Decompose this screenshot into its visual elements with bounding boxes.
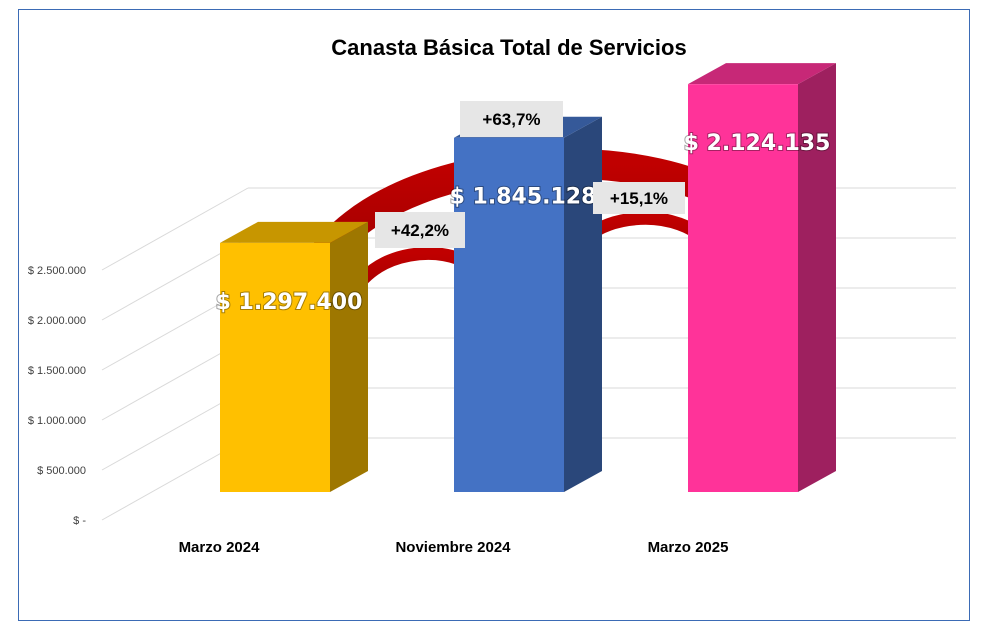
percent-box	[593, 182, 685, 214]
bar-value-label: $ 2.124.135	[684, 131, 831, 156]
bar-front	[220, 242, 330, 492]
percent-annotation: +63,7%	[460, 101, 563, 137]
bar-top	[220, 221, 368, 243]
percent-label: +63,7%	[482, 110, 540, 129]
x-tick-label: Marzo 2025	[648, 539, 729, 556]
bar-2: $ 1.845.128	[449, 116, 602, 493]
bar-1: $ 1.297.400	[215, 221, 368, 492]
percent-label: +15,1%	[610, 189, 668, 208]
percent-annotation: +42,2%	[375, 212, 465, 248]
chart-title: Canasta Básica Total de Servicios	[331, 35, 686, 60]
bar-side	[564, 116, 602, 493]
bar-value-label: $ 1.297.400	[216, 290, 363, 315]
y-tick-label: $ -	[73, 515, 86, 527]
percent-label: +42,2%	[391, 221, 449, 240]
percent-box	[375, 212, 465, 248]
y-tick-label: $ 2.000.000	[28, 315, 86, 327]
gridline-diagonal	[101, 187, 249, 271]
percent-annotation: +15,1%	[593, 182, 685, 214]
bar-side	[798, 63, 836, 493]
percent-box	[460, 101, 563, 137]
percent-annotations: +42,2% +15,1% +63,7%	[375, 101, 685, 248]
y-axis: $ - $ 500.000 $ 1.000.000 $ 1.500.000 $ 2.00…	[28, 265, 86, 527]
bar-front	[454, 137, 564, 493]
y-tick-label: $ 2.500.000	[28, 265, 86, 277]
bar-front	[688, 84, 798, 492]
y-tick-label: $ 1.500.000	[28, 365, 86, 377]
bar-3: $ 2.124.135	[683, 63, 836, 493]
y-tick-label: $ 1.000.000	[28, 415, 86, 427]
x-axis: Marzo 2024 Noviembre 2024 Marzo 2025	[179, 539, 729, 556]
bar-top	[688, 63, 836, 85]
x-tick-label: Marzo 2024	[179, 539, 261, 556]
y-tick-label: $ 500.000	[37, 465, 86, 477]
bar-side	[330, 221, 368, 492]
bar-value-label: $ 1.845.128	[450, 185, 597, 210]
x-tick-label: Noviembre 2024	[395, 539, 511, 556]
